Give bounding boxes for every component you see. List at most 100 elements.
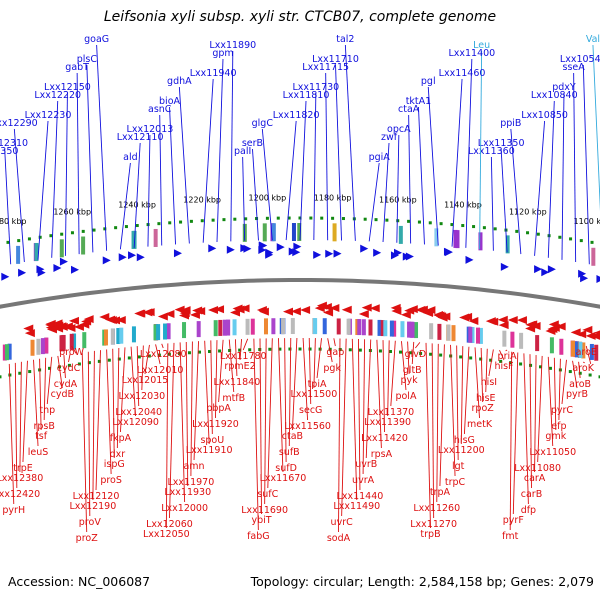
- forward-gene-label: ppiB: [500, 118, 521, 129]
- inner-tick-dot: [67, 363, 71, 367]
- reverse-feature-block: [290, 318, 295, 335]
- reverse-gene-label: Lxx11920: [192, 419, 239, 430]
- forward-gene-connector: [51, 100, 59, 258]
- reverse-gene-label: Lxx12080: [140, 349, 187, 360]
- inner-tick-dot: [288, 347, 292, 351]
- reverse-feature-block: [392, 320, 397, 337]
- outer-tick-dot: [472, 225, 476, 229]
- reverse-feature-block: [470, 327, 475, 344]
- reverse-gene-label: ybiT: [251, 515, 271, 526]
- reverse-gene-connector: [499, 349, 505, 361]
- outer-tick-dot: [135, 224, 139, 228]
- forward-gene-connector: [573, 72, 577, 262]
- forward-gene-connector: [561, 92, 565, 260]
- forward-gene-label: Lxx11360: [468, 146, 515, 157]
- reverse-feature-block: [400, 321, 405, 338]
- outer-tick-dot: [320, 216, 324, 220]
- reverse-gene-label: Lxx12040: [115, 407, 162, 418]
- reverse-gene-connector: [572, 360, 578, 389]
- outer-tick-dot: [114, 226, 118, 230]
- inner-tick-dot: [469, 356, 473, 360]
- forward-feature-block: [455, 230, 460, 249]
- reverse-gene-connector: [553, 357, 557, 431]
- forward-gene-arrow: [173, 249, 182, 258]
- forward-gene-arrow: [360, 244, 369, 253]
- forward-gene-label: pdxY: [552, 82, 576, 93]
- reverse-gene-label: spoU: [200, 435, 224, 446]
- reverse-gene-arrow: [178, 311, 189, 320]
- forward-gene-arrow: [288, 247, 297, 256]
- forward-gene-label: Lxx10540: [560, 54, 600, 65]
- reverse-feature-block: [60, 335, 65, 352]
- reverse-gene-arrow: [99, 313, 110, 322]
- reverse-gene-label: Lxx11390: [364, 417, 411, 428]
- forward-gene-connector: [119, 162, 131, 250]
- forward-gene-label: serB: [242, 138, 263, 149]
- reverse-feature-block: [336, 318, 341, 335]
- reverse-feature-block: [478, 327, 483, 344]
- reverse-gene-label: hisI: [481, 377, 497, 388]
- reverse-feature-block: [313, 318, 318, 335]
- forward-gene-label: Lxx11890: [209, 40, 256, 51]
- forward-gene-arrow: [596, 275, 600, 284]
- reverse-gene-label: gltB: [403, 365, 422, 376]
- reverse-gene-connector: [130, 346, 137, 417]
- forward-feature-block: [505, 235, 510, 254]
- reverse-gene-label: Lxx11080: [514, 463, 561, 474]
- outer-tick-dot: [385, 218, 389, 222]
- reverse-gene-connector: [327, 338, 333, 363]
- outer-tick-dot: [558, 235, 562, 239]
- reverse-gene-connector: [215, 340, 218, 419]
- reverse-feature-block: [213, 320, 218, 337]
- reverse-gene-connector: [136, 346, 140, 407]
- reverse-gene-arrow: [234, 305, 245, 314]
- forward-gene-connector: [86, 64, 94, 253]
- forward-gene-arrow: [226, 245, 235, 254]
- outer-tick-dot: [179, 220, 183, 224]
- reverse-gene-arrow: [282, 307, 293, 316]
- reverse-gene-connector: [155, 344, 161, 365]
- reverse-gene-label: trpB: [420, 529, 440, 540]
- forward-gene-label: bioA: [159, 96, 180, 107]
- forward-gene-label: zwf: [381, 132, 398, 143]
- forward-gene-arrow: [333, 249, 342, 258]
- outer-tick-dot: [189, 219, 193, 223]
- forward-gene-label: Lxx11715: [302, 62, 349, 73]
- forward-gene-connector: [202, 78, 214, 243]
- inner-tick-dot: [578, 371, 582, 375]
- reverse-gene-label: pyrH: [2, 505, 25, 516]
- forward-feature-block: [153, 228, 158, 247]
- reverse-gene-connector: [169, 342, 175, 519]
- reverse-gene-connector: [8, 363, 15, 505]
- reverse-gene-arrow: [321, 302, 332, 311]
- inner-tick-dot: [378, 349, 382, 353]
- reverse-gene-connector: [43, 357, 47, 421]
- inner-tick-dot: [147, 354, 151, 358]
- reverse-gene-label: sufD: [275, 463, 297, 474]
- reverse-feature-block: [222, 319, 227, 336]
- forward-gene-arrow: [500, 262, 509, 271]
- reverse-gene-connector: [87, 351, 91, 517]
- outer-tick-dot: [81, 229, 85, 233]
- inner-tick-dot: [348, 348, 352, 352]
- reverse-gene-label: pyk: [401, 375, 419, 386]
- inner-tick-dot: [268, 347, 272, 351]
- reverse-gene-label: uvrC: [331, 517, 354, 528]
- reverse-gene-connector: [71, 345, 77, 354]
- reverse-gene-label: hisE: [476, 393, 496, 404]
- forward-gene-arrow: [208, 244, 217, 253]
- forward-feature-block: [478, 232, 483, 251]
- forward-gene-arrow: [1, 272, 10, 281]
- reverse-gene-label: Lxx12120: [73, 491, 120, 502]
- reverse-feature-block: [346, 318, 351, 335]
- forward-feature-block: [271, 223, 276, 242]
- forward-gene-arrow: [18, 268, 27, 277]
- forward-gene-connector: [382, 142, 390, 243]
- forward-gene-connector: [465, 58, 473, 248]
- inner-tick-dot: [278, 347, 282, 351]
- outer-tick-dot: [331, 216, 335, 220]
- inner-tick-dot: [208, 350, 212, 354]
- reverse-gene-connector: [338, 338, 341, 533]
- reverse-gene-label: tsf: [35, 431, 48, 442]
- outer-tick-dot: [211, 218, 215, 222]
